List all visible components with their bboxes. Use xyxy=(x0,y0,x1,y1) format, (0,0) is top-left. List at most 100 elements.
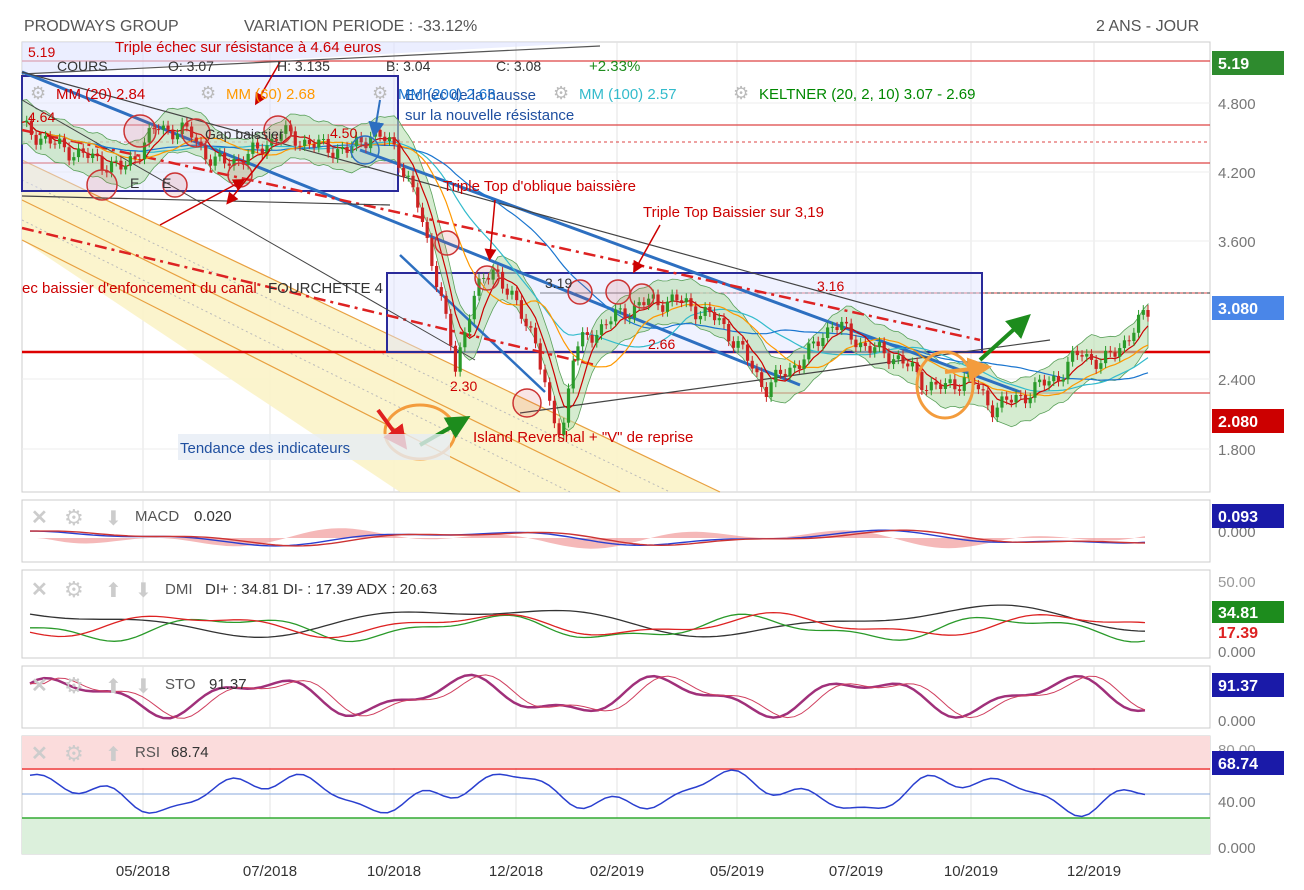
candle-body xyxy=(416,187,420,208)
annotation-nouvelle-resistance: sur la nouvelle résistance xyxy=(405,107,574,124)
oblique-red-1 xyxy=(21,226,596,367)
price-y-axis: 4.800 4.200 3.600 2.400 1.800 xyxy=(1218,96,1256,459)
indicator-legend-item: MM (200) 2.63 xyxy=(398,86,496,103)
indicator-gear-icon[interactable]: ⚙ xyxy=(553,83,569,103)
candle-body xyxy=(496,269,500,272)
price-candles xyxy=(25,115,1150,440)
candle-body xyxy=(727,324,731,342)
dmi-gear-icon[interactable]: ⚙ xyxy=(64,577,84,602)
y-tick-label: 1.800 xyxy=(1218,442,1256,459)
candle-body xyxy=(237,159,241,162)
candle-body xyxy=(962,377,966,391)
sto-up-icon[interactable]: ⬆ xyxy=(105,676,122,698)
dmi-plus-badge xyxy=(1212,601,1284,623)
tendance-label-bg xyxy=(178,434,450,460)
macd-down-icon[interactable]: ⬇ xyxy=(105,508,122,530)
candle-body xyxy=(1042,379,1046,386)
candle-body xyxy=(566,388,571,423)
candle-body xyxy=(157,129,161,131)
change-value: +2.33% xyxy=(589,58,640,75)
candle-body xyxy=(284,125,288,134)
indicator-gear-icon[interactable]: ⚙ xyxy=(200,83,216,103)
pattern-circles xyxy=(86,114,655,418)
candle-body xyxy=(981,389,985,391)
candle-body xyxy=(703,306,707,316)
candle-body xyxy=(1014,395,1018,403)
dmi-panel-frame xyxy=(21,569,1211,659)
circle-pattern xyxy=(605,279,631,305)
sto-down-icon[interactable]: ⬇ xyxy=(135,676,152,698)
annotation-biseau: ec baissier d'enfoncement du canal xyxy=(22,280,257,297)
candle-body xyxy=(331,152,335,159)
macd-close-icon[interactable]: ✕ xyxy=(31,507,48,529)
indicator-gear-icon[interactable]: ⚙ xyxy=(733,83,749,103)
circle-pattern xyxy=(227,162,253,188)
candle-body xyxy=(778,369,783,374)
downtrend-line-blue-1 xyxy=(21,70,801,387)
downtrend-line-blue-3 xyxy=(399,254,546,393)
candle-body xyxy=(585,332,589,336)
candle-body xyxy=(976,384,980,390)
candle-body xyxy=(1000,396,1004,408)
candle-body xyxy=(670,294,674,302)
candle-body xyxy=(100,156,104,171)
dmi-label: DMI xyxy=(165,581,193,598)
indicator-legend-item: MM (60) 2.68 xyxy=(226,86,315,103)
candle-body xyxy=(185,122,189,127)
open-value: O: 3.07 xyxy=(168,58,214,74)
candle-body xyxy=(943,383,948,390)
candle-body xyxy=(1009,399,1013,403)
label-e1: E xyxy=(130,175,139,191)
candle-body xyxy=(204,145,208,160)
sto-close-icon[interactable]: ✕ xyxy=(31,675,48,697)
sto-gear-icon[interactable]: ⚙ xyxy=(64,673,84,698)
rsi-close-icon[interactable]: ✕ xyxy=(31,743,48,765)
candle-body xyxy=(684,298,688,303)
dmi-up-icon[interactable]: ⬆ xyxy=(105,580,122,602)
macd-signal-line xyxy=(30,529,1146,547)
candle-body xyxy=(811,341,816,344)
candle-body xyxy=(114,160,118,162)
candle-body xyxy=(467,319,472,333)
indicator-gear-icon[interactable]: ⚙ xyxy=(372,83,388,103)
candle-body xyxy=(1052,375,1056,382)
candle-body xyxy=(500,271,505,289)
dmi-tick: 0.000 xyxy=(1218,644,1256,661)
sto-tick: 0.000 xyxy=(1218,713,1256,730)
candle-body xyxy=(166,125,170,130)
x-tick-label: 05/2018 xyxy=(116,863,170,880)
candle-body xyxy=(647,298,651,306)
candle-body xyxy=(906,363,910,367)
candle-body xyxy=(1047,381,1051,386)
candle-body xyxy=(1056,375,1061,382)
rsi-gear-icon[interactable]: ⚙ xyxy=(64,741,84,766)
candle-body xyxy=(576,346,580,361)
rsi-up-icon[interactable]: ⬆ xyxy=(105,744,122,766)
candle-body xyxy=(359,136,363,143)
candle-body xyxy=(524,318,528,327)
candle-body xyxy=(453,345,458,372)
ma100-line xyxy=(21,120,1149,392)
candle-body xyxy=(920,372,924,391)
candle-body xyxy=(510,290,514,295)
candle-body xyxy=(731,341,736,348)
candle-body xyxy=(293,131,297,146)
candle-body xyxy=(543,369,547,383)
candle-body xyxy=(1108,350,1112,353)
circle-pattern xyxy=(567,279,593,305)
dmi-down-icon[interactable]: ⬇ xyxy=(135,580,152,602)
circle-pattern xyxy=(263,115,293,145)
dmi-close-icon[interactable]: ✕ xyxy=(31,579,48,601)
candle-body xyxy=(208,159,213,166)
candle-body xyxy=(1019,395,1023,397)
candle-body xyxy=(548,382,552,401)
indicator-gear-icon[interactable]: ⚙ xyxy=(30,83,46,103)
candle-body xyxy=(821,337,825,347)
circle-pattern xyxy=(162,172,188,198)
candle-body xyxy=(595,334,599,343)
candle-body xyxy=(420,207,425,223)
candle-body xyxy=(679,300,684,303)
annotation-gap-baissier: Gap baissier xyxy=(205,126,284,142)
macd-gear-icon[interactable]: ⚙ xyxy=(64,505,84,530)
dmi-minus-badge-text: 17.39 xyxy=(1218,625,1258,642)
